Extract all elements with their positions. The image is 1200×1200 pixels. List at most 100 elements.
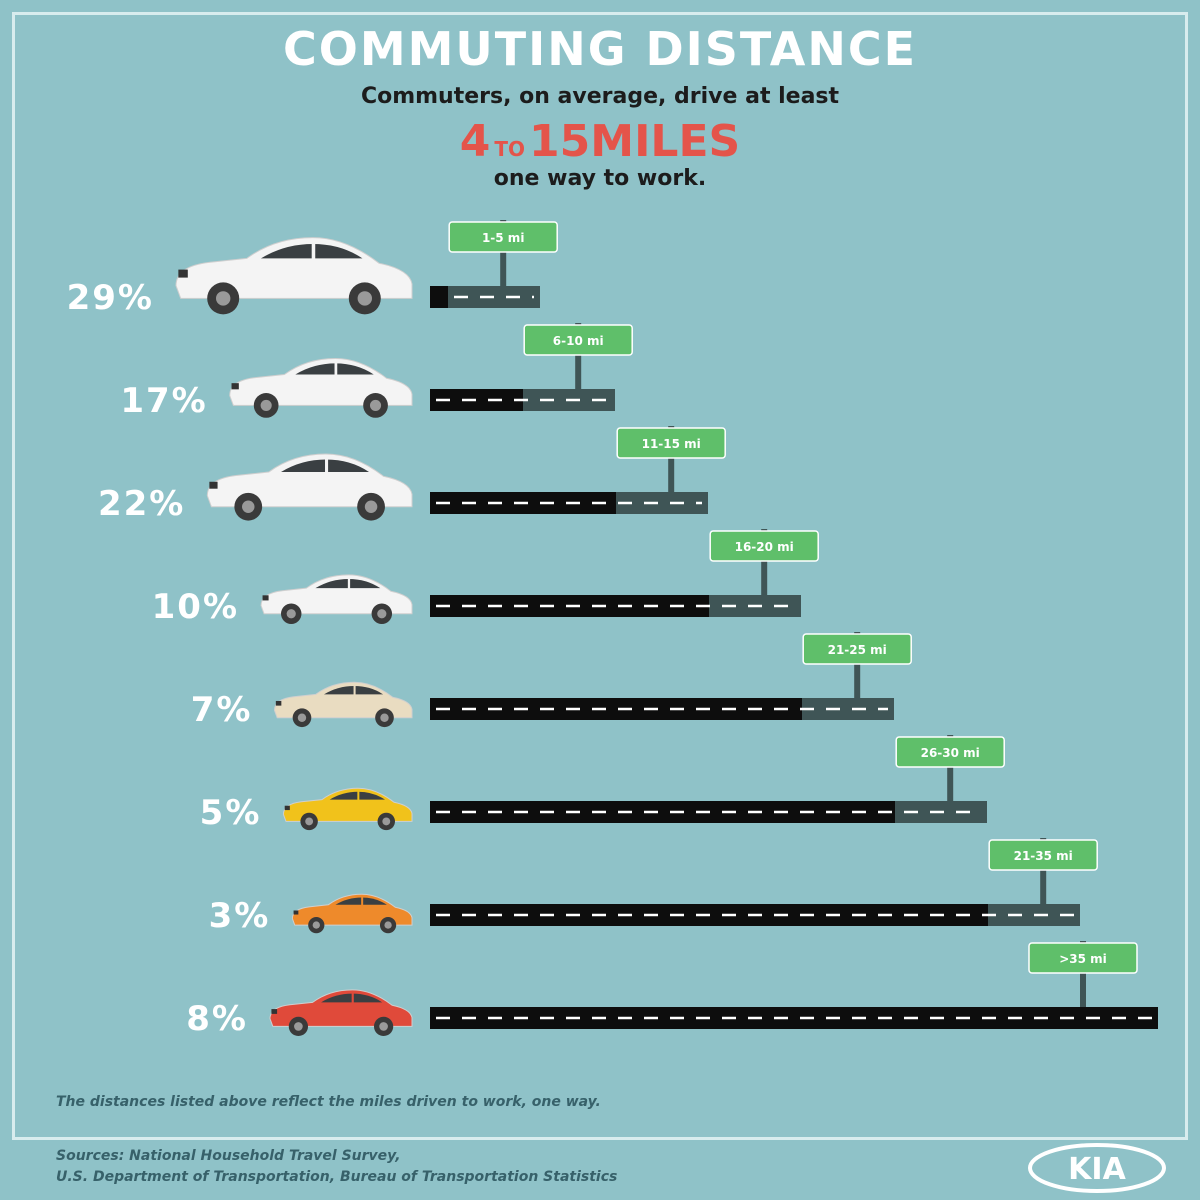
- car-body: [273, 681, 413, 719]
- car-body: [260, 574, 413, 615]
- footnote: The distances listed above reflect the m…: [56, 1094, 601, 1110]
- source-line-1: Sources: National Household Travel Surve…: [56, 1148, 401, 1164]
- car-pillar: [361, 896, 364, 906]
- car-hub: [312, 921, 320, 929]
- bar-row: 21-25 mi 7%: [191, 632, 912, 730]
- kia-logo-text: KIA: [1068, 1152, 1126, 1187]
- car-hub: [305, 817, 314, 826]
- car-light: [284, 805, 290, 811]
- car-icon: [229, 357, 413, 418]
- sign-post: [500, 220, 507, 286]
- car-body: [269, 989, 413, 1027]
- sign-post: [575, 323, 582, 389]
- highlight-from: 4: [459, 116, 491, 167]
- bar-remainder: [802, 698, 894, 720]
- value-label: 22%: [98, 484, 185, 524]
- distance-sign: [895, 736, 1005, 768]
- bar: [430, 1007, 1158, 1029]
- car-pillar: [325, 458, 329, 474]
- bar-row: >35 mi 8%: [186, 941, 1158, 1039]
- car-body: [291, 893, 413, 926]
- car-light: [293, 910, 299, 915]
- source-line-2: U.S. Department of Transportation, Burea…: [56, 1169, 618, 1185]
- value-label: 5%: [200, 793, 262, 833]
- car-hub: [286, 609, 296, 619]
- car-pillar: [311, 242, 316, 260]
- sign-post: [854, 632, 861, 698]
- bar-row: 6-10 mi 17%: [120, 323, 633, 421]
- category-label: 6-10 mi: [553, 334, 604, 348]
- category-label: 16-20 mi: [735, 540, 794, 554]
- bar-row: 21-35 mi 3%: [209, 838, 1098, 936]
- bar-row: 26-30 mi 5%: [200, 735, 1005, 833]
- distance-sign: [709, 530, 819, 562]
- car-pillar: [351, 992, 354, 1004]
- car-hub: [377, 609, 387, 619]
- border-frame: [12, 12, 1188, 1140]
- car-hub: [216, 291, 231, 306]
- value-label: 17%: [120, 381, 207, 421]
- distance-sign: [523, 324, 633, 356]
- bar: [430, 389, 523, 411]
- category-label: 26-30 mi: [921, 746, 980, 760]
- commute-chart: 1-5 mi 29% 6-10 mi 17% 11-15 mi 22% 16-20 mi 10…: [67, 220, 1158, 1039]
- sign-post: [1040, 838, 1047, 904]
- car-icon: [273, 681, 413, 728]
- distance-sign: [1028, 942, 1138, 974]
- bar-row: 16-20 mi 10%: [152, 529, 819, 627]
- car-hub: [380, 713, 389, 722]
- value-label: 8%: [186, 999, 248, 1039]
- car-icon: [206, 453, 413, 521]
- subtitle: Commuters, on average, drive at least: [360, 84, 840, 109]
- sign-post: [668, 426, 675, 492]
- car-icon: [269, 989, 413, 1037]
- car-hub: [379, 1022, 388, 1031]
- sources: Sources: National Household Travel Surve…: [56, 1146, 617, 1188]
- page-title: COMMUTING DISTANCE: [282, 22, 918, 76]
- value-label: 10%: [152, 587, 239, 627]
- subtitle-second-line: one way to work.: [493, 166, 707, 191]
- car-light: [271, 1009, 278, 1014]
- car-hub: [297, 713, 307, 722]
- bar: [430, 698, 802, 720]
- distance-sign: [448, 221, 558, 253]
- highlight-range: 4 TO15MILES: [0, 116, 1200, 167]
- car-hub: [364, 500, 378, 513]
- car-hub: [294, 1022, 303, 1031]
- car-pillar: [357, 790, 360, 801]
- car-light: [231, 383, 239, 390]
- car-body: [175, 237, 413, 299]
- car-light: [275, 700, 282, 706]
- car-hub: [384, 921, 392, 929]
- category-label: 1-5 mi: [482, 231, 524, 245]
- car-icon: [175, 237, 413, 315]
- car-light: [209, 481, 218, 489]
- category-label: 21-25 mi: [828, 643, 887, 657]
- distance-sign: [616, 427, 726, 459]
- car-icon: [260, 574, 413, 624]
- sign-post: [947, 735, 954, 801]
- car-hub: [260, 399, 272, 411]
- bar: [430, 286, 448, 308]
- sign-post: [1080, 941, 1086, 1007]
- bar-row: 1-5 mi 29%: [67, 220, 558, 318]
- car-body: [282, 787, 413, 822]
- highlight-to: 15MILES: [529, 116, 741, 167]
- distance-sign: [988, 839, 1098, 871]
- car-pillar: [353, 685, 356, 696]
- car-light: [262, 595, 269, 601]
- car-body: [229, 357, 413, 406]
- car-pillar: [347, 577, 351, 590]
- car-hub: [242, 500, 255, 513]
- car-hub: [382, 817, 391, 826]
- car-light: [178, 269, 188, 278]
- kia-logo: KIA: [1028, 1143, 1166, 1193]
- bar-row: 11-15 mi 22%: [98, 426, 726, 524]
- distance-sign: [802, 633, 912, 665]
- sign-post: [761, 529, 768, 595]
- category-label: 11-15 mi: [642, 437, 701, 451]
- highlight-to-word: TO: [494, 137, 526, 161]
- value-label: 3%: [209, 896, 271, 936]
- car-icon: [282, 787, 413, 831]
- car-hub: [369, 399, 382, 411]
